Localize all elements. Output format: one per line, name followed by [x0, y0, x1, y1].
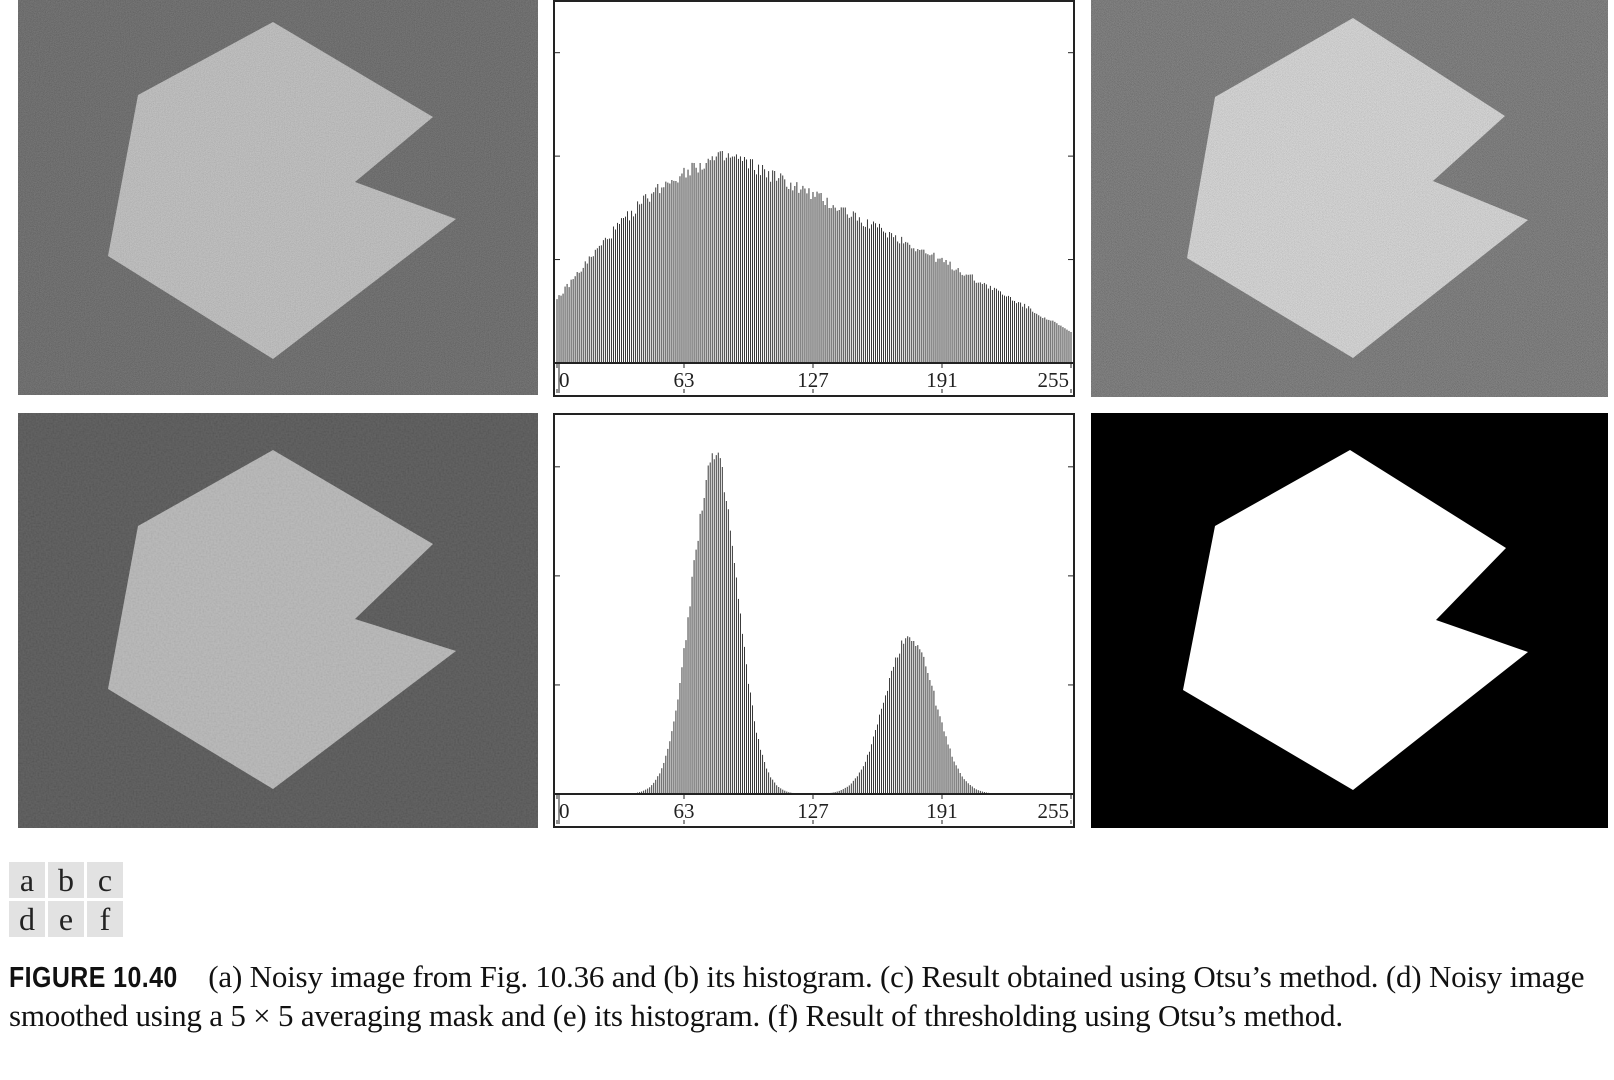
panel-c-otsu-noisy-result	[1091, 0, 1608, 397]
panel-label-grid: a b c d e f	[9, 862, 123, 937]
panel-label: c	[87, 862, 123, 898]
x-tick-label: 191	[926, 799, 958, 823]
x-tick-label: 191	[926, 368, 958, 392]
panel-label: f	[87, 901, 123, 937]
x-tick-label: 255	[1038, 799, 1070, 823]
panel-f-otsu-smoothed-result	[1091, 413, 1608, 828]
x-tick-label: 0	[559, 799, 570, 823]
histogram-bars	[604, 452, 1024, 794]
x-tick-label: 63	[673, 799, 694, 823]
x-tick-label: 255	[1038, 368, 1070, 392]
panel-label: b	[48, 862, 84, 898]
panel-label: e	[48, 901, 84, 937]
panel-label: a	[9, 862, 45, 898]
noisy-image-canvas	[18, 0, 538, 395]
x-tick-label: 127	[797, 799, 829, 823]
otsu-noisy-canvas	[1091, 0, 1608, 397]
figure-caption: FIGURE 10.40 (a) Noisy image from Fig. 1…	[9, 958, 1609, 1035]
panel-a-noisy-image	[18, 0, 538, 395]
panel-e-histogram: 0 63 127 191 255	[553, 413, 1075, 828]
panel-b-histogram: 0 63 127 191 255	[553, 0, 1075, 397]
pentagon-shape	[1183, 450, 1528, 790]
smoothed-image-canvas	[18, 413, 538, 828]
histogram-e-chart: 0 63 127 191 255	[555, 452, 1073, 824]
caption-text: (a) Noisy image from Fig. 10.36 and (b) …	[9, 959, 1585, 1033]
panel-d-smoothed-image	[18, 413, 538, 828]
histogram-b-chart: 0 63 127 191 255	[555, 52, 1073, 393]
otsu-smoothed-canvas	[1183, 450, 1528, 790]
x-tick-label: 63	[673, 368, 694, 392]
figure-number: FIGURE 10.40	[9, 962, 178, 994]
panel-label: d	[9, 901, 45, 937]
x-tick-label: 127	[797, 368, 829, 392]
x-tick-label: 0	[559, 368, 570, 392]
histogram-bars	[556, 151, 1072, 363]
